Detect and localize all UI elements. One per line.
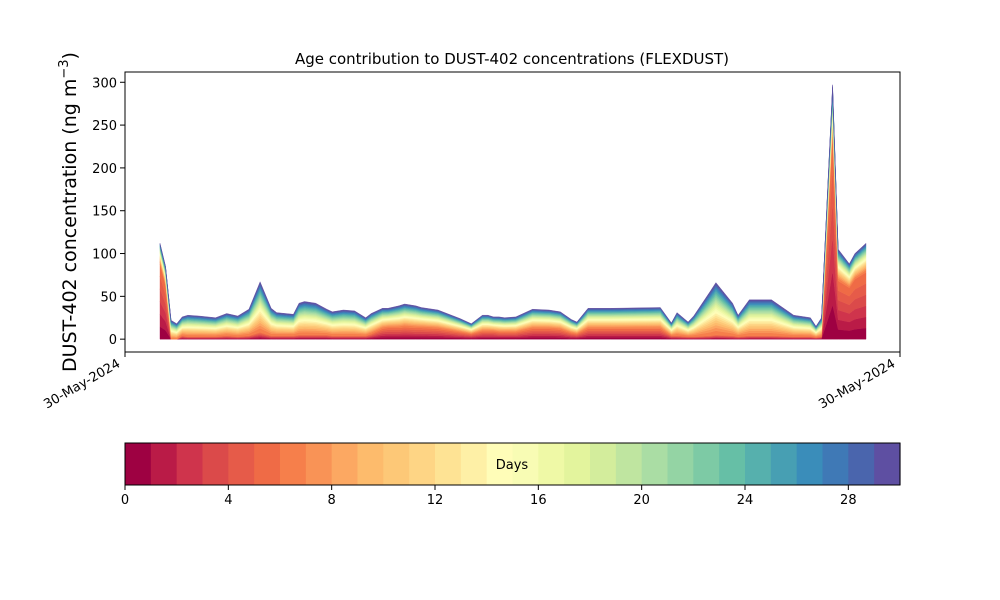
age-layer-29	[159, 84, 867, 328]
colorbar-tick-label: 16	[530, 493, 547, 508]
colorbar-swatch-9	[357, 443, 384, 485]
colorbar-tick-label: 28	[840, 493, 857, 508]
colorbar-swatch-29	[874, 443, 901, 485]
colorbar-tick-label: 8	[328, 493, 336, 508]
plot-frame	[124, 71, 901, 353]
y-tick-label: 100	[92, 248, 117, 263]
colorbar-swatch-17	[564, 443, 591, 485]
colorbar-tick-label: 24	[737, 493, 754, 508]
y-tick-label: 200	[92, 162, 117, 177]
age-layer-24	[159, 93, 867, 329]
colorbar-swatch-10	[383, 443, 410, 485]
y-tick-label: 150	[92, 205, 117, 220]
age-layer-28	[159, 86, 867, 328]
x-tick-label: 30-May-2024	[41, 356, 123, 412]
colorbar-swatch-24	[745, 443, 772, 485]
colorbar-tick-label: 20	[633, 493, 650, 508]
age-layer-22	[159, 96, 867, 330]
colorbar-swatch-27	[822, 443, 849, 485]
colorbar-swatch-6	[280, 443, 307, 485]
colorbar-swatch-1	[150, 443, 178, 485]
y-axis-label-exponent: −3	[57, 59, 72, 78]
y-axis-label-close: )	[59, 52, 81, 59]
colorbar-swatch-14	[486, 443, 514, 485]
colorbar-swatch-2	[176, 443, 204, 485]
colorbar-frame	[124, 442, 901, 486]
colorbar-swatch-11	[409, 443, 436, 485]
y-axis: 0 50 100 150 200 250 300	[92, 76, 125, 348]
y-tick-label: 250	[92, 119, 117, 134]
y-axis-label: DUST-402 concentration (ng m−3)	[57, 52, 81, 372]
colorbar-swatch-13	[460, 443, 488, 485]
colorbar-swatch-26	[796, 443, 824, 485]
x-tick-label: 30-May-2024	[816, 356, 898, 412]
chart-title: Age contribution to DUST-402 concentrati…	[295, 50, 729, 68]
colorbar-swatch-3	[202, 443, 229, 485]
colorbar-swatch-0	[125, 443, 152, 485]
x-axis: 30-May-2024 30-May-2024	[41, 352, 901, 412]
colorbar-swatch-19	[615, 443, 643, 485]
colorbar-swatch-15	[512, 443, 539, 485]
y-tick-label: 300	[92, 76, 117, 91]
age-layer-23	[159, 94, 867, 330]
colorbar-swatch-5	[254, 443, 281, 485]
colorbar-swatch-8	[331, 443, 359, 485]
colorbar-swatch-7	[305, 443, 333, 485]
y-tick-label: 0	[109, 333, 117, 348]
y-tick-label: 50	[100, 290, 117, 305]
colorbar-swatch-12	[435, 443, 462, 485]
colorbar-swatch-28	[848, 443, 875, 485]
age-layer-27	[159, 88, 867, 328]
age-layer-21	[159, 98, 867, 331]
age-layer-25	[159, 91, 867, 329]
colorbar-label: Days	[496, 458, 529, 473]
plot-layers	[159, 84, 867, 340]
colorbar-tick-label: 12	[427, 493, 444, 508]
colorbar-swatch-23	[719, 443, 746, 485]
y-axis-label-main: DUST-402 concentration (ng m	[59, 79, 81, 372]
colorbar-swatch-22	[693, 443, 720, 485]
colorbar-swatch-25	[770, 443, 798, 485]
colorbar-tick-label: 0	[121, 493, 129, 508]
colorbar-swatch-20	[641, 443, 669, 485]
colorbar-swatch-4	[228, 443, 255, 485]
colorbar-tick-label: 4	[224, 493, 232, 508]
age-layer-26	[159, 89, 867, 329]
colorbar-swatch-21	[667, 443, 694, 485]
colorbar-swatch-16	[538, 443, 565, 485]
colorbar: 0 4 8 12 16 20 24 28	[121, 443, 901, 508]
colorbar-swatch-18	[590, 443, 617, 485]
